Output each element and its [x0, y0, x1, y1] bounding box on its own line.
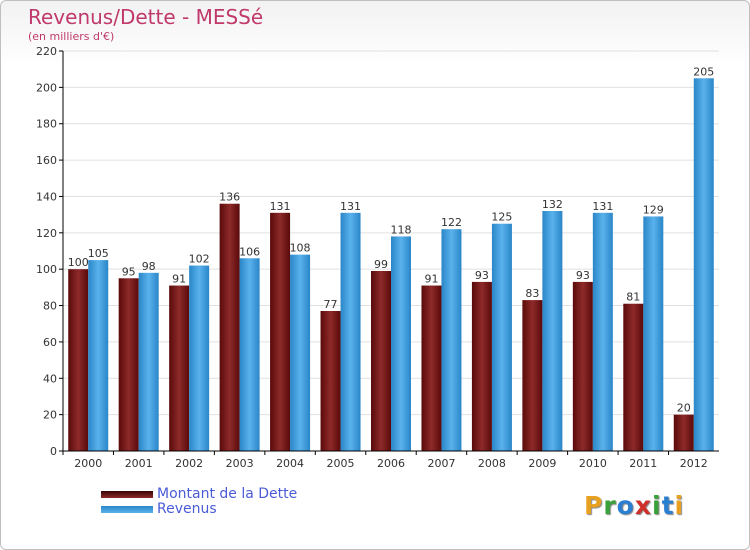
data-label-debt: 100 — [68, 256, 89, 269]
data-label-revenue: 205 — [693, 65, 714, 78]
x-tick-label: 2008 — [478, 457, 506, 470]
bar-revenue — [391, 236, 411, 451]
data-label-debt: 83 — [525, 287, 539, 300]
bar-debt — [522, 300, 543, 451]
bar-revenue — [693, 78, 714, 451]
data-label-debt: 20 — [677, 402, 691, 415]
data-label-revenue: 132 — [542, 198, 563, 211]
x-tick-label: 2011 — [629, 457, 657, 470]
chart-subtitle: (en milliers d'€) — [28, 30, 115, 43]
x-tick-label: 2005 — [327, 457, 355, 470]
data-label-revenue: 98 — [142, 260, 156, 273]
legend-swatch-debt — [101, 491, 153, 498]
logo-letter: i — [652, 491, 662, 520]
bar-debt — [270, 212, 291, 451]
legend-label-revenue: Revenus — [157, 501, 217, 517]
data-label-debt: 93 — [576, 269, 590, 282]
bar-revenue — [88, 260, 109, 451]
bars — [68, 78, 714, 451]
logo-letter: i — [674, 491, 685, 520]
bar-debt — [623, 303, 644, 451]
bar-debt — [471, 281, 492, 451]
x-tick-label: 2004 — [276, 457, 304, 470]
chart-title: Revenus/Dette - MESSé — [28, 5, 264, 29]
bar-revenue — [340, 212, 361, 451]
data-label-revenue: 125 — [491, 211, 512, 224]
x-tick-label: 2001 — [125, 457, 153, 470]
legend-item-revenue: Revenus — [101, 502, 297, 517]
bar-revenue — [239, 258, 260, 451]
data-label-debt: 136 — [219, 191, 240, 204]
proxiti-logo: Proxiti — [584, 491, 684, 520]
y-tick-label: 140 — [36, 190, 57, 203]
logo-letter: r — [603, 491, 617, 520]
legend-item-debt: Montant de la Dette — [101, 487, 297, 502]
x-tick-label: 2009 — [528, 457, 556, 470]
data-label-revenue: 129 — [643, 203, 664, 216]
logo-letter: x — [634, 491, 652, 520]
bar-revenue — [189, 265, 210, 451]
y-tick-label: 160 — [36, 154, 57, 167]
y-tick-label: 220 — [36, 45, 57, 58]
y-tick-label: 120 — [36, 227, 57, 240]
bar-debt — [371, 271, 391, 451]
data-label-revenue: 131 — [340, 200, 361, 213]
data-label-revenue: 106 — [239, 245, 260, 258]
bar-debt — [421, 285, 442, 451]
bar-revenue — [290, 254, 311, 451]
logo-letter: o — [616, 491, 635, 520]
data-label-revenue: 102 — [189, 253, 210, 266]
data-label-revenue: 122 — [441, 216, 462, 229]
bar-debt — [118, 278, 139, 451]
y-tick-label: 0 — [50, 445, 57, 458]
bar-revenue — [138, 272, 159, 451]
logo-letter: t — [661, 491, 675, 520]
data-label-revenue: 118 — [391, 223, 412, 236]
data-label-debt: 99 — [374, 258, 388, 271]
data-label-debt: 91 — [172, 273, 186, 286]
data-label-debt: 131 — [270, 200, 291, 213]
data-label-debt: 77 — [324, 298, 338, 311]
bar-revenue — [542, 211, 563, 451]
x-tick-label: 2006 — [377, 457, 405, 470]
x-tick-label: 2010 — [579, 457, 607, 470]
data-label-revenue: 131 — [592, 200, 613, 213]
bar-debt — [572, 281, 593, 451]
data-label-revenue: 108 — [290, 242, 311, 255]
y-tick-label: 40 — [43, 372, 57, 385]
data-label-debt: 95 — [122, 265, 136, 278]
data-label-debt: 91 — [424, 273, 438, 286]
data-label-debt: 81 — [626, 291, 640, 304]
data-label-revenue: 105 — [88, 247, 109, 260]
y-tick-label: 60 — [43, 336, 57, 349]
y-tick-label: 80 — [43, 300, 57, 313]
y-tick-label: 200 — [36, 81, 57, 94]
x-tick-label: 2007 — [427, 457, 455, 470]
logo-letter: P — [584, 491, 604, 520]
y-tick-label: 100 — [36, 263, 57, 276]
x-tick-label: 2012 — [680, 457, 708, 470]
y-tick-label: 20 — [43, 409, 57, 422]
bar-debt — [673, 414, 694, 451]
x-tick-label: 2003 — [226, 457, 254, 470]
legend-swatch-revenue — [101, 506, 153, 513]
x-tick-label: 2002 — [175, 457, 203, 470]
bar-debt — [219, 203, 240, 451]
bar-revenue — [491, 223, 512, 451]
bar-revenue — [592, 212, 613, 451]
data-label-debt: 93 — [475, 269, 489, 282]
bar-debt — [169, 285, 190, 451]
bar-revenue — [643, 216, 664, 451]
legend-label-debt: Montant de la Dette — [157, 486, 298, 502]
legend: Montant de la Dette Revenus — [101, 487, 297, 517]
x-tick-label: 2000 — [74, 457, 102, 470]
bar-debt — [320, 311, 341, 451]
bar-revenue — [441, 229, 462, 451]
y-tick-label: 180 — [36, 118, 57, 131]
bar-debt — [68, 269, 89, 451]
